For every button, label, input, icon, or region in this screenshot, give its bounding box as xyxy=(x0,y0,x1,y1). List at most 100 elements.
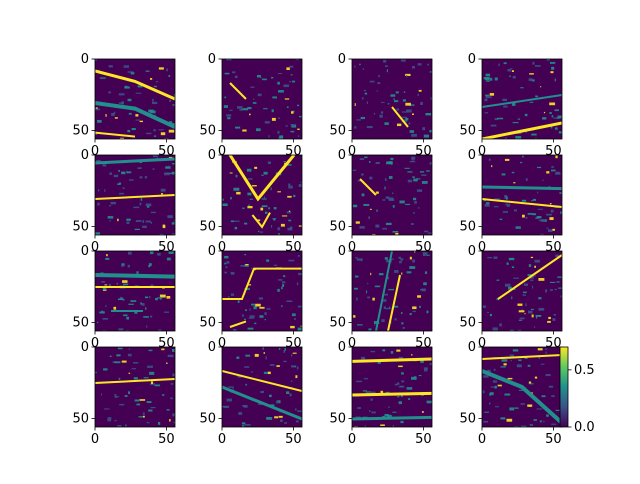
pixel-mark xyxy=(130,72,135,75)
pixel-mark xyxy=(152,98,154,102)
feature-map-image xyxy=(222,59,302,139)
pixel-mark xyxy=(512,288,516,290)
pixel-mark xyxy=(359,226,365,229)
panel-frame xyxy=(351,250,433,332)
pixel-mark xyxy=(301,409,302,412)
pixel-mark xyxy=(166,295,171,299)
y-tick-label: 0 xyxy=(338,340,346,355)
pixel-mark xyxy=(147,365,153,368)
pixel-mark xyxy=(408,122,411,125)
pixel-mark xyxy=(392,205,395,208)
pixel-mark xyxy=(172,104,175,106)
pixel-mark xyxy=(153,85,157,88)
pixel-mark xyxy=(283,360,287,363)
pixel-mark xyxy=(232,387,234,390)
pixel-mark xyxy=(118,182,122,184)
x-tick-label: 50 xyxy=(415,432,432,447)
pixel-mark xyxy=(151,101,158,104)
x-tick-label: 50 xyxy=(158,432,175,447)
pixel-mark xyxy=(361,173,364,176)
pixel-mark xyxy=(118,93,125,96)
pixel-mark xyxy=(549,61,556,64)
pixel-mark xyxy=(100,393,103,396)
pixel-mark xyxy=(159,296,162,300)
pixel-mark xyxy=(127,264,130,268)
panel-frame xyxy=(94,58,176,140)
pixel-mark xyxy=(244,222,248,225)
pixel-mark xyxy=(501,173,506,176)
pixel-mark xyxy=(167,215,173,219)
pixel-mark xyxy=(172,233,175,235)
pixel-mark xyxy=(514,407,519,409)
pixel-mark xyxy=(113,111,116,115)
pixel-mark xyxy=(230,271,235,275)
pixel-mark xyxy=(558,131,562,134)
pixel-mark xyxy=(512,349,519,352)
feature-stroke xyxy=(482,121,562,139)
pixel-mark xyxy=(551,166,554,168)
pixel-mark xyxy=(266,259,270,262)
pixel-mark xyxy=(407,398,411,400)
pixel-mark xyxy=(384,122,389,125)
panel-background xyxy=(352,59,432,139)
x-tick-label: 50 xyxy=(545,432,562,447)
pixel-mark xyxy=(167,165,170,168)
pixel-mark xyxy=(289,80,291,83)
pixel-mark xyxy=(148,263,152,267)
pixel-mark xyxy=(247,192,252,196)
pixel-mark xyxy=(273,218,276,221)
pixel-mark xyxy=(504,283,511,287)
pixel-mark xyxy=(524,113,528,117)
pixel-mark xyxy=(356,119,361,121)
pixel-mark xyxy=(291,80,296,83)
pixel-mark xyxy=(494,198,501,201)
pixel-mark xyxy=(375,161,380,165)
pixel-mark xyxy=(167,354,174,358)
pixel-mark xyxy=(550,209,554,213)
pixel-mark xyxy=(382,349,386,352)
pixel-mark xyxy=(484,98,488,102)
pixel-mark xyxy=(407,171,413,173)
feature-map-image xyxy=(353,251,432,331)
feature-stroke xyxy=(251,212,271,229)
pixel-mark xyxy=(226,398,232,402)
pixel-mark xyxy=(549,102,556,106)
pixel-mark xyxy=(127,71,134,73)
feature-stroke xyxy=(482,369,562,425)
pixel-mark xyxy=(407,179,412,183)
pixel-mark xyxy=(417,207,420,209)
feature-stroke xyxy=(95,273,175,279)
pixel-mark xyxy=(528,381,532,385)
pixel-mark xyxy=(366,126,373,129)
pixel-mark xyxy=(126,171,132,174)
y-tick-label: 50 xyxy=(459,411,476,426)
pixel-mark xyxy=(488,158,491,161)
pixel-mark xyxy=(398,365,403,368)
pixel-mark xyxy=(174,94,175,97)
x-tick-label: 0 xyxy=(348,144,356,159)
pixel-mark xyxy=(148,409,153,412)
pixel-mark xyxy=(270,187,272,191)
pixel-mark xyxy=(280,419,283,422)
pixel-mark xyxy=(363,203,370,206)
pixel-mark xyxy=(128,303,134,305)
pixel-mark xyxy=(108,283,111,287)
pixel-mark xyxy=(125,424,127,427)
pixel-mark xyxy=(411,156,416,160)
feature-map-image xyxy=(354,59,432,138)
pixel-mark xyxy=(506,418,513,422)
pixel-mark xyxy=(486,202,490,205)
feature-stroke xyxy=(391,106,409,128)
pixel-mark xyxy=(502,98,508,102)
pixel-mark xyxy=(247,327,254,330)
pixel-mark xyxy=(411,66,415,69)
pixel-mark xyxy=(534,275,537,277)
pixel-mark xyxy=(138,416,144,418)
y-tick-label: 50 xyxy=(329,123,346,138)
feature-stroke xyxy=(95,194,175,200)
pixel-mark xyxy=(511,296,513,300)
y-tick-label: 0 xyxy=(468,52,476,67)
